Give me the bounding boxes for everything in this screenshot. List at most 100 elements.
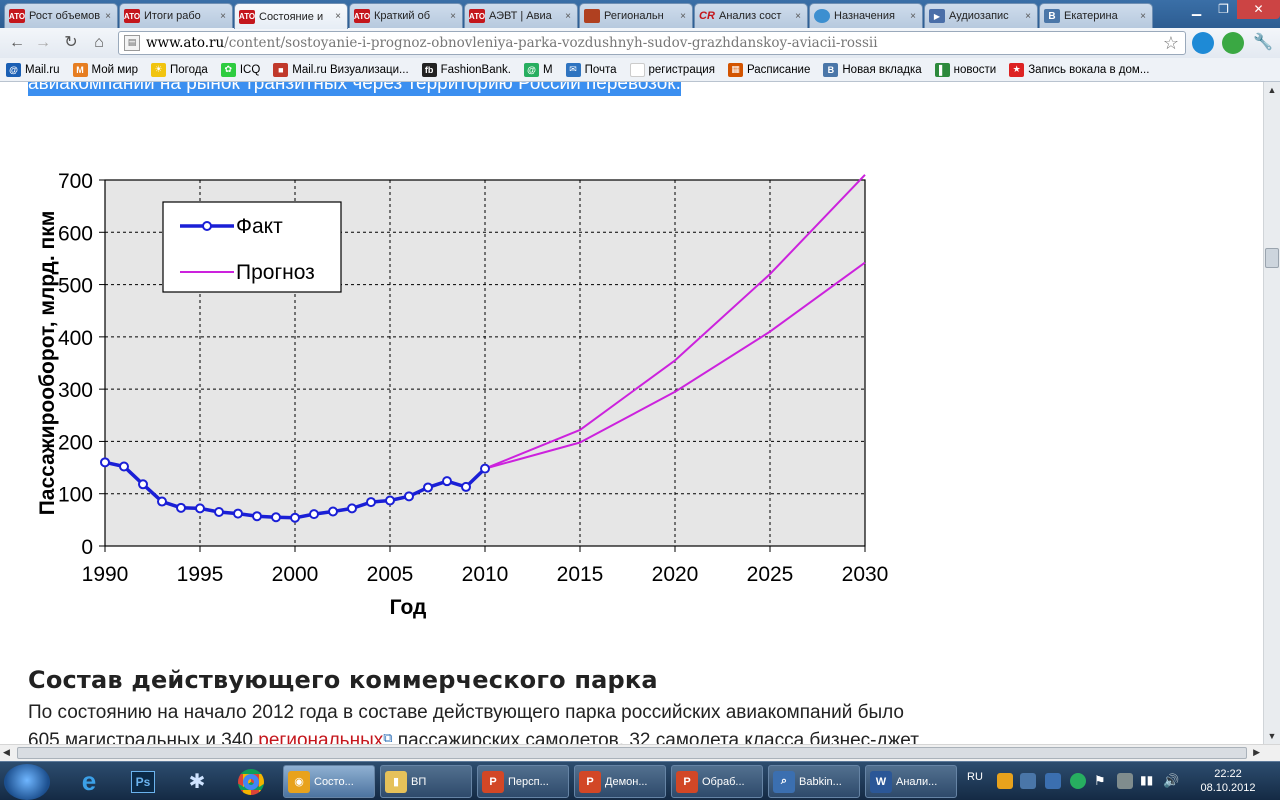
horizontal-scroll-thumb[interactable]	[17, 747, 1247, 759]
bookmark-item[interactable]: fb FashionBank.	[421, 62, 511, 77]
scroll-left-icon[interactable]: ◀	[3, 747, 10, 757]
page-viewport: авиакомпаний на рынок транзитных через т…	[0, 82, 1263, 744]
y-tick-label: 600	[58, 222, 93, 245]
tray-app-icon[interactable]	[997, 773, 1013, 789]
language-indicator[interactable]: RU	[967, 771, 983, 783]
taskbar-task[interactable]: W Анали...	[865, 765, 957, 798]
tab-close-icon[interactable]: ×	[680, 10, 686, 22]
tab-8[interactable]: Назначения ×	[809, 3, 923, 28]
regional-link[interactable]: региональных	[258, 730, 384, 744]
bookmark-item[interactable]: ★ Запись вокала в дом...	[1009, 62, 1149, 77]
vertical-scroll-thumb[interactable]	[1265, 248, 1279, 268]
reload-icon[interactable]: ↻	[64, 34, 78, 51]
tray-device-icon[interactable]	[1117, 773, 1133, 789]
fact-data-point	[195, 503, 205, 514]
x-tick-label: 1995	[177, 563, 224, 586]
tab-close-icon[interactable]: ×	[1140, 10, 1146, 22]
forward-icon[interactable]: →	[35, 34, 51, 51]
back-icon[interactable]: ←	[9, 34, 25, 51]
tab-close-icon[interactable]: ×	[910, 10, 916, 22]
horizontal-scrollbar[interactable]: ◀ ▶	[0, 744, 1280, 761]
taskbar-task[interactable]: P Персп...	[477, 765, 569, 798]
bookmark-item[interactable]: ☀ Погода	[150, 62, 208, 77]
tab-7[interactable]: CR Анализ сост ×	[694, 3, 808, 28]
bookmark-item[interactable]: @ М	[523, 62, 553, 77]
tab-2[interactable]: АТО Итоги рабо ×	[119, 3, 233, 28]
chrome-pinned-icon[interactable]	[228, 765, 274, 798]
tab-6[interactable]: Региональн ×	[579, 3, 693, 28]
ato-favicon-icon: АТО	[124, 9, 140, 23]
bookmark-item[interactable]: ▦ Расписание	[727, 62, 811, 77]
tab-close-icon[interactable]: ×	[1025, 10, 1031, 22]
tab-5[interactable]: АТО АЭВТ | Авиа ×	[464, 3, 578, 28]
tray-volume-icon[interactable]: 🔊	[1163, 773, 1180, 788]
bookmark-item[interactable]: ✿ ICQ	[220, 62, 260, 77]
tab-close-icon[interactable]: ×	[795, 10, 801, 22]
scroll-right-icon[interactable]: ▶	[1253, 747, 1260, 757]
tray-agent-icon[interactable]	[1070, 773, 1086, 789]
clock[interactable]: 22:22 08.10.2012	[1198, 767, 1258, 795]
bookmark-item[interactable]: регистрация	[629, 62, 715, 77]
bookmark-label: Мой мир	[91, 63, 138, 76]
bookmark-item[interactable]: ✉ Почта	[565, 62, 617, 77]
minimize-icon[interactable]: ▁	[1191, 2, 1202, 16]
tab-close-icon[interactable]: ×	[335, 11, 341, 22]
bookmark-label: FashionBank.	[440, 63, 511, 76]
tab-close-icon[interactable]: ×	[565, 10, 571, 22]
bookmark-star-icon[interactable]: ☆	[1162, 32, 1179, 54]
tab-3[interactable]: АТО Состояние и ×	[234, 3, 348, 29]
tab-10[interactable]: В Екатерина ×	[1039, 3, 1153, 28]
bookmark-label: Mail.ru Визуализаци...	[292, 63, 409, 76]
tab-1[interactable]: АТО Рост объемов ×	[4, 3, 118, 28]
fact-data-point	[271, 512, 281, 523]
legend-box	[162, 201, 342, 293]
bookmark-item[interactable]: ■ Mail.ru Визуализаци...	[273, 62, 409, 77]
tab-title: АЭВТ | Авиа	[489, 10, 552, 22]
tab-title: Краткий об	[374, 10, 431, 22]
tray-vk-icon[interactable]	[1020, 773, 1036, 789]
tray-network-icon[interactable]: ▮▮	[1140, 773, 1154, 787]
bookmark-item[interactable]: ▌ новости	[934, 62, 996, 77]
section-heading: Состав действующего коммерческого парка	[28, 666, 658, 694]
tab-close-icon[interactable]: ×	[220, 10, 226, 22]
tab-close-icon[interactable]: ×	[450, 10, 456, 22]
tab-9[interactable]: ▶ Аудиозапис ×	[924, 3, 1038, 28]
clock-date: 08.10.2012	[1200, 782, 1256, 794]
x-tick-label: 2010	[462, 563, 509, 586]
close-window-icon[interactable]: ✕	[1237, 0, 1280, 19]
fact-data-point	[290, 512, 300, 523]
tab-title: Рост объемов	[29, 10, 101, 22]
taskbar-task[interactable]: P Обраб...	[671, 765, 763, 798]
start-button[interactable]	[4, 764, 50, 800]
tray-skype-icon[interactable]	[1045, 773, 1061, 789]
bookmark-label: Расписание	[746, 63, 811, 76]
powerpoint-icon: P	[482, 770, 504, 793]
fashionbank-icon: fb	[421, 62, 437, 77]
bookmark-item[interactable]: @ Mail.ru	[6, 62, 60, 77]
tab-close-icon[interactable]: ×	[105, 10, 111, 22]
bookmark-item[interactable]: М Мой мир	[72, 62, 138, 77]
tab-4[interactable]: АТО Краткий об ×	[349, 3, 463, 28]
address-bar[interactable]: ▤ www.ato.ru/content/sostoyanie-i-progno…	[118, 31, 1186, 55]
wrench-menu-icon[interactable]: 🔧	[1253, 34, 1273, 51]
taskbar-task-label: Демон...	[605, 775, 648, 788]
scroll-up-icon[interactable]: ▲	[1267, 85, 1277, 95]
fact-data-point	[176, 502, 186, 513]
taskbar-task[interactable]: ⌕ Babkin...	[768, 765, 860, 798]
extension-agent-icon[interactable]	[1222, 32, 1244, 54]
taskbar-task[interactable]: ◉ Состо...	[283, 765, 375, 798]
ie-icon[interactable]: e	[81, 766, 97, 796]
extension-mail-icon[interactable]	[1192, 32, 1214, 54]
vertical-scrollbar[interactable]: ▲ ▼	[1263, 82, 1280, 744]
fact-data-point	[366, 497, 376, 508]
taskbar-task[interactable]: ▮ ВП	[380, 765, 472, 798]
taskbar-task[interactable]: P Демон...	[574, 765, 666, 798]
restore-icon[interactable]: ❐	[1218, 2, 1229, 16]
scroll-down-icon[interactable]: ▼	[1267, 731, 1277, 741]
bookmark-item[interactable]: В Новая вкладка	[823, 62, 922, 77]
photoshop-icon[interactable]: Ps	[120, 765, 166, 798]
fact-data-point	[309, 509, 319, 520]
bluetooth-icon[interactable]: ✱	[188, 771, 206, 793]
tray-flag-icon[interactable]: ⚑	[1094, 773, 1106, 788]
home-icon[interactable]: ⌂	[94, 34, 104, 51]
